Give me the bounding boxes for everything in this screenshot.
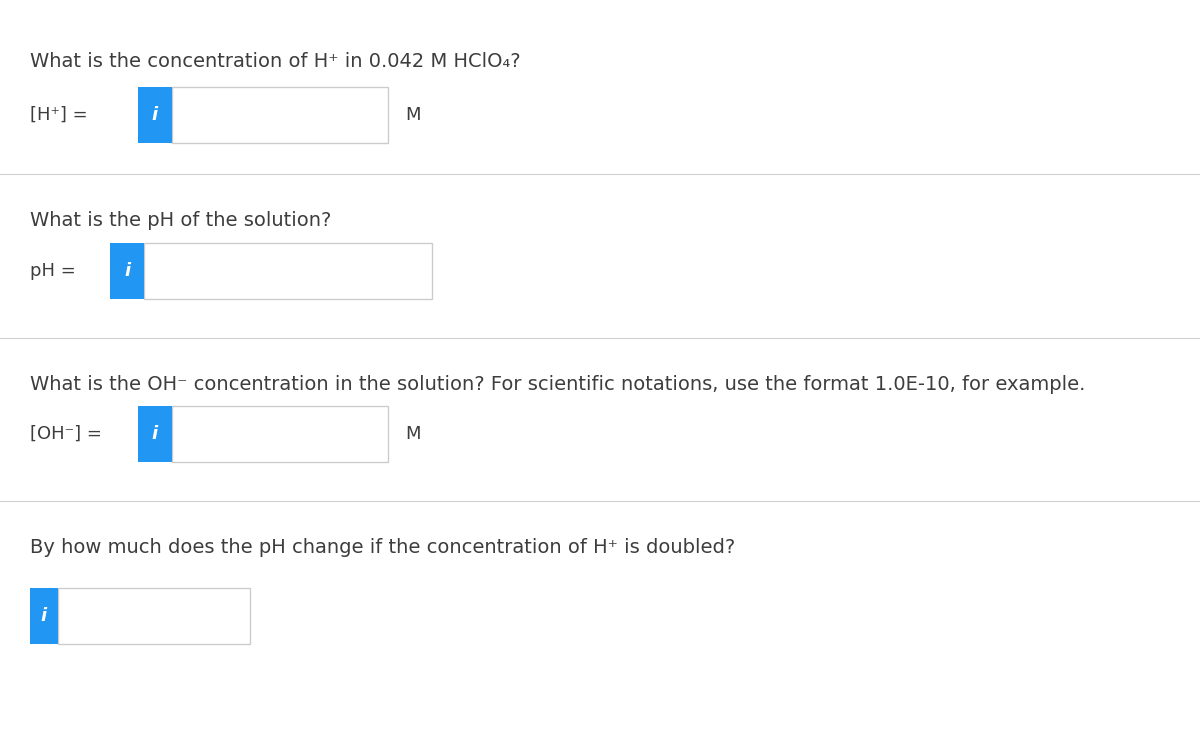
FancyBboxPatch shape xyxy=(30,588,58,643)
Text: i: i xyxy=(151,106,158,124)
FancyBboxPatch shape xyxy=(138,88,172,142)
FancyBboxPatch shape xyxy=(138,407,172,462)
Text: By how much does the pH change if the concentration of H⁺ is doubled?: By how much does the pH change if the co… xyxy=(30,538,736,557)
Text: [H⁺] =: [H⁺] = xyxy=(30,106,88,124)
Text: What is the concentration of H⁺ in 0.042 M HClO₄?: What is the concentration of H⁺ in 0.042… xyxy=(30,52,521,71)
FancyBboxPatch shape xyxy=(144,243,432,298)
Text: i: i xyxy=(41,607,47,625)
FancyBboxPatch shape xyxy=(58,588,250,643)
FancyBboxPatch shape xyxy=(172,88,388,142)
Text: i: i xyxy=(124,262,131,280)
Text: What is the OH⁻ concentration in the solution? For scientific notations, use the: What is the OH⁻ concentration in the sol… xyxy=(30,375,1085,394)
Text: pH =: pH = xyxy=(30,262,76,280)
FancyBboxPatch shape xyxy=(172,407,388,462)
FancyBboxPatch shape xyxy=(110,243,144,298)
Text: M: M xyxy=(406,425,421,443)
Text: i: i xyxy=(151,425,158,443)
Text: M: M xyxy=(406,106,421,124)
Text: What is the pH of the solution?: What is the pH of the solution? xyxy=(30,211,331,231)
Text: [OH⁻] =: [OH⁻] = xyxy=(30,425,102,443)
